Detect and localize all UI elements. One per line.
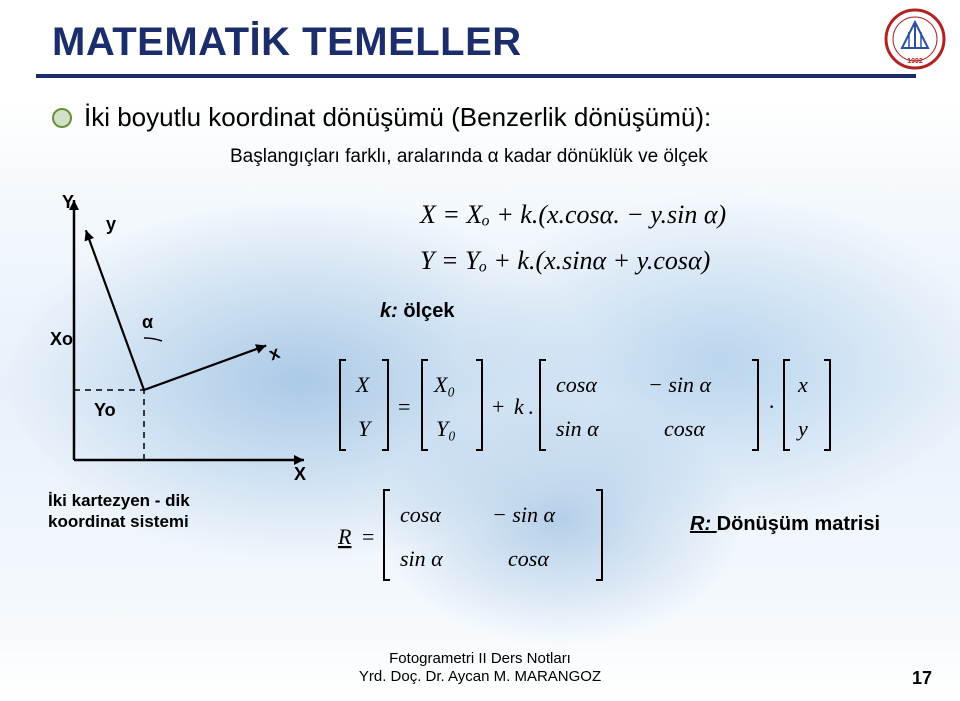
svg-text:X: X: [294, 464, 306, 484]
svg-text:x: x: [797, 372, 808, 397]
svg-text:cosα: cosα: [508, 546, 549, 571]
svg-text:Yo: Yo: [94, 400, 116, 420]
svg-text:sin α: sin α: [556, 416, 599, 441]
footer-line2: Yrd. Doç. Dr. Aycan M. MARANGOZ: [359, 668, 601, 685]
equation-y: Y = Yₒ + k.(x.sinα + y.cosα): [420, 246, 710, 276]
svg-text:+: +: [492, 394, 504, 419]
svg-text:− sin α: − sin α: [648, 372, 712, 397]
title-underline: [36, 74, 916, 78]
svg-text:Y₀: Y₀: [436, 416, 456, 441]
svg-text:Y: Y: [62, 192, 74, 212]
caption-line1: İki kartezyen - dik: [48, 491, 190, 510]
equation-x: X = Xₒ + k.(x.cosα. − y.sin α): [420, 200, 726, 230]
svg-text:− sin α: − sin α: [492, 502, 556, 527]
svg-text:·: ·: [768, 394, 775, 419]
svg-text:α: α: [142, 312, 153, 332]
footer: Fotogrametri II Ders Notları Yrd. Doç. D…: [0, 650, 960, 688]
description: Başlangıçları farklı, aralarında α kadar…: [230, 146, 708, 168]
svg-text:k: k: [514, 394, 525, 419]
svg-text:sin α: sin α: [400, 546, 443, 571]
svg-text:=: =: [362, 524, 374, 549]
slide-title: MATEMATİK TEMELLER: [52, 20, 522, 65]
svg-text:cosα: cosα: [664, 416, 705, 441]
bullet-icon: [52, 108, 72, 128]
svg-text:Y: Y: [358, 416, 373, 441]
r-matrix-equation: R = cosα − sin α sin α cosα: [338, 480, 678, 590]
university-logo: 1992: [884, 8, 946, 70]
svg-text:cosα: cosα: [400, 502, 441, 527]
svg-text:cosα: cosα: [556, 372, 597, 397]
svg-text:y: y: [796, 416, 808, 441]
svg-text:X₀: X₀: [433, 372, 455, 397]
footer-line1: Fotogrametri II Ders Notları: [389, 650, 571, 667]
svg-text:R: R: [338, 524, 352, 549]
matrix-equation: X Y = X₀ Y₀ + k . cosα − sin α sin α cos…: [338, 350, 928, 460]
coordinate-diagram: Y X Xo Yo x y α: [44, 190, 314, 500]
svg-text:x: x: [266, 342, 282, 364]
diagram-caption: İki kartezyen - dik koordinat sistemi: [48, 490, 190, 533]
svg-text:.: .: [528, 394, 534, 419]
svg-text:Xo: Xo: [50, 329, 73, 349]
k-label: k: ölçek: [380, 300, 455, 323]
page-number: 17: [912, 668, 932, 689]
subtitle: İki boyutlu koordinat dönüşümü (Benzerli…: [84, 102, 711, 133]
r-label: R: Dönüşüm matrisi: [690, 513, 880, 536]
svg-text:y: y: [106, 214, 116, 234]
caption-line2: koordinat sistemi: [48, 512, 189, 531]
svg-text:1992: 1992: [907, 58, 923, 65]
svg-text:=: =: [398, 394, 410, 419]
svg-text:X: X: [355, 372, 371, 397]
